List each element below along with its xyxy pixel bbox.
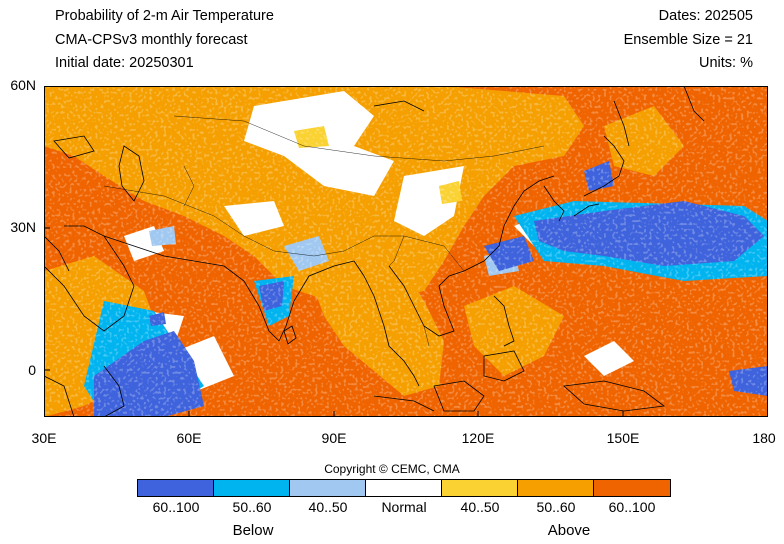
legend-group-above: Above (547, 522, 591, 539)
initial-date: Initial date: 20250301 (55, 55, 194, 71)
legend-group-below: Below (232, 522, 274, 539)
legend-swatch-above-40-50 (442, 480, 518, 496)
legend-label-above-60-100: 60..100 (608, 499, 656, 515)
copyright-notice: Copyright © CEMC, CMA (324, 462, 460, 476)
y-tick-60n: 60N (10, 77, 36, 93)
model-name: CMA-CPSv3 monthly forecast (55, 32, 248, 48)
x-tick-60e: 60E (176, 430, 202, 446)
axis-ticks (44, 86, 768, 417)
legend-swatch-above-60-100 (594, 480, 670, 496)
chart-title: Probability of 2-m Air Temperature (55, 8, 274, 24)
legend-swatch-below-60-100 (138, 480, 214, 496)
ensemble-size: Ensemble Size = 21 (623, 32, 753, 48)
map-speckle (44, 86, 768, 417)
legend-swatch-above-50-60 (518, 480, 594, 496)
x-tick-180: 180 (752, 430, 776, 446)
legend-swatch-normal (366, 480, 442, 496)
coastlines (44, 86, 705, 417)
y-tick-30n: 30N (10, 219, 36, 235)
probability-map (44, 86, 768, 417)
forecast-dates: Dates: 202505 (658, 8, 753, 24)
x-tick-90e: 90E (321, 430, 347, 446)
x-tick-150e: 150E (606, 430, 640, 446)
country-borders (103, 115, 545, 347)
legend-label-above-40-50: 40..50 (460, 499, 500, 515)
legend-label-below-40-50: 40..50 (308, 499, 348, 515)
color-legend (137, 479, 671, 497)
x-tick-120e: 120E (461, 430, 495, 446)
legend-label-above-50-60: 50..60 (536, 499, 576, 515)
y-tick-eq: 0 (28, 362, 36, 378)
legend-label-below-50-60: 50..60 (232, 499, 272, 515)
units-label: Units: % (699, 55, 753, 71)
map-frame (44, 86, 768, 417)
legend-label-normal: Normal (381, 499, 427, 515)
legend-swatch-below-40-50 (290, 480, 366, 496)
legend-label-below-60-100: 60..100 (152, 499, 200, 515)
x-tick-30e: 30E (31, 430, 57, 446)
legend-swatch-below-50-60 (214, 480, 290, 496)
